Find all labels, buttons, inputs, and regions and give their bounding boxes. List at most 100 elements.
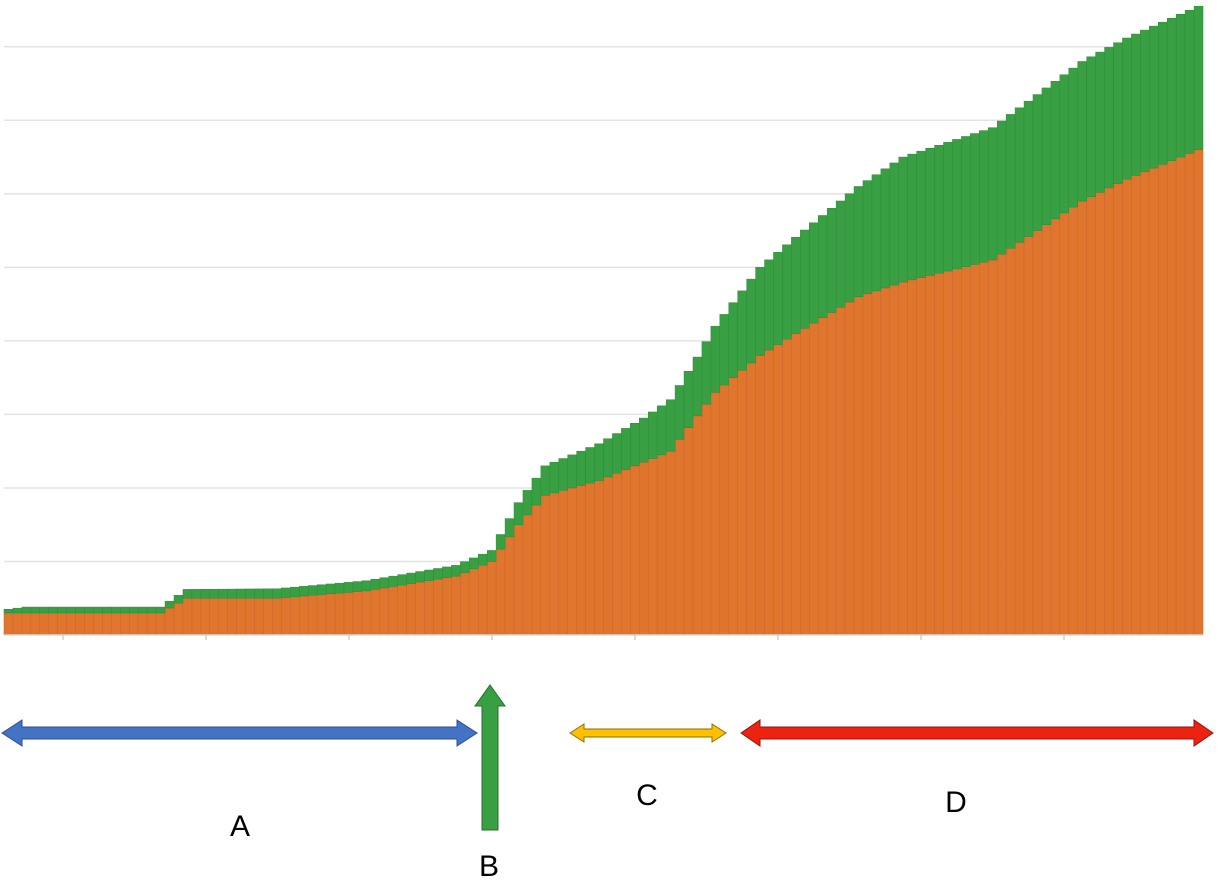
bar-green (388, 575, 398, 587)
bar-green (773, 252, 783, 345)
bar-green (209, 588, 219, 599)
bar-green (513, 502, 524, 525)
bar-green (585, 447, 595, 484)
bar-orange (182, 597, 193, 636)
bar-green (334, 582, 345, 594)
bar-green (137, 606, 148, 614)
bar-orange (603, 476, 613, 636)
bar-orange (173, 602, 184, 636)
bar-green (996, 120, 1007, 255)
bar-orange (728, 377, 738, 636)
bar-orange (1059, 212, 1070, 636)
bar-green (495, 534, 506, 550)
bar-green (48, 606, 58, 614)
bar-orange (433, 578, 443, 636)
bar-green (1184, 10, 1195, 154)
bar-green (943, 142, 953, 272)
bar-orange (504, 536, 515, 636)
bar-green (1050, 81, 1061, 220)
bar-orange (701, 403, 712, 636)
bar-green (692, 356, 703, 417)
bar-green (952, 139, 962, 270)
bar-green (263, 588, 273, 599)
bar-green (182, 589, 193, 599)
bar-green (1014, 107, 1025, 243)
bar-orange (531, 504, 542, 636)
bar-orange (155, 612, 166, 636)
bar-green (1113, 42, 1123, 184)
bar-orange (460, 572, 470, 636)
bar-orange (102, 612, 112, 636)
bar-orange (21, 612, 32, 636)
bar-orange (585, 482, 595, 636)
bar-orange (773, 344, 783, 636)
bar-green (352, 581, 363, 592)
bar-green (621, 428, 631, 470)
bar-green (1032, 94, 1043, 231)
bar-orange (782, 338, 792, 636)
bar-orange (549, 492, 560, 636)
bar-orange (755, 355, 765, 636)
series-green-bars (3, 6, 1204, 614)
bar-orange (764, 349, 774, 636)
bar-orange (75, 612, 85, 636)
bar-orange (1095, 192, 1105, 636)
bar-green (343, 582, 354, 593)
bar-green (281, 587, 291, 598)
bar-orange (719, 384, 730, 636)
bar-green (1005, 114, 1016, 249)
bar-green (522, 490, 533, 516)
bar-green (173, 595, 184, 604)
bar-orange (469, 568, 479, 636)
bar-orange (451, 575, 461, 636)
bar-orange (674, 439, 685, 636)
bar-green (477, 553, 488, 566)
bar-orange (39, 612, 49, 636)
bar-green (746, 278, 756, 364)
bar-orange (281, 597, 291, 636)
bar-orange (809, 322, 819, 636)
bar-green (826, 207, 837, 313)
bar-orange (1014, 242, 1025, 636)
bar-green (406, 572, 416, 584)
bar-green (245, 588, 255, 599)
bar-green (290, 586, 300, 598)
arrow-a (1, 719, 478, 747)
bar-orange (218, 597, 228, 636)
bar-green (800, 229, 810, 329)
bar-green (433, 568, 443, 580)
bar-orange (316, 594, 327, 636)
bar-green (307, 585, 318, 596)
bar-orange (1077, 200, 1087, 636)
bar-green (129, 606, 139, 614)
bar-green (30, 606, 41, 614)
x-axis-ticks (62, 635, 1065, 640)
bar-orange (647, 458, 658, 636)
bar-green (102, 606, 112, 614)
bar-green (379, 577, 390, 589)
bar-green (236, 588, 246, 599)
bar-orange (1086, 196, 1096, 636)
bar-orange (817, 317, 828, 636)
bar-green (1149, 25, 1159, 169)
bar-orange (639, 461, 649, 636)
bar-green (460, 561, 470, 573)
bar-orange (307, 595, 318, 636)
bar-green (630, 422, 640, 467)
arrow-d (740, 719, 1214, 747)
bar-green (970, 133, 980, 265)
bar-orange (943, 270, 953, 636)
bar-orange (245, 597, 255, 636)
bar-green (39, 606, 49, 614)
bar-orange (594, 480, 604, 636)
bar-green (656, 405, 667, 456)
bar-orange (898, 281, 908, 636)
bar-green (764, 259, 774, 351)
bar-orange (343, 592, 354, 636)
bar-green (1104, 47, 1114, 189)
bar-orange (656, 454, 667, 636)
bar-green (111, 606, 121, 614)
bar-green (665, 399, 676, 452)
bar-orange (477, 564, 488, 636)
